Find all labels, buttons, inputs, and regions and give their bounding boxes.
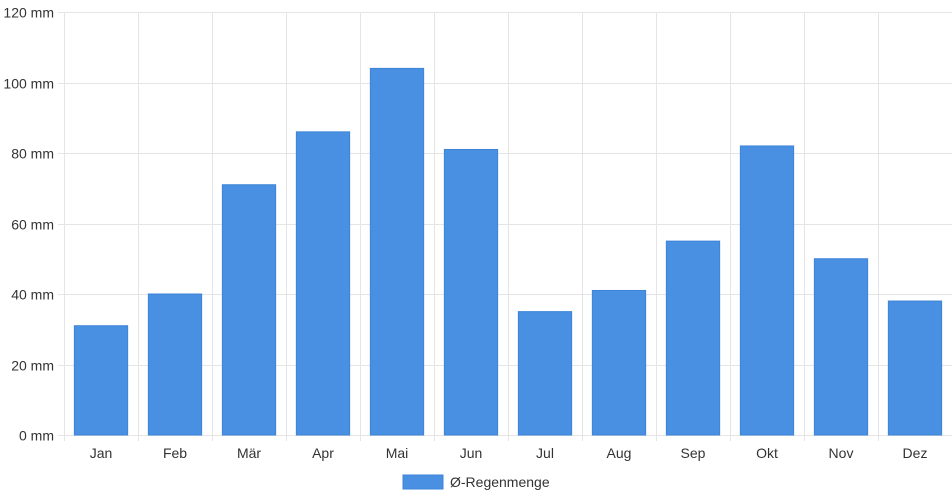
y-tick-label: 20 mm [11,358,54,374]
bar-Jun[interactable] [443,148,499,436]
x-tick-label: Jul [536,445,554,461]
grid-layer [58,12,952,441]
axis-layer: 0 mm 20 mm 40 mm 60 mm 80 mm 100 mm 120 mm Jan F… [3,5,927,462]
x-tick-label: Mai [386,445,409,461]
bar-Jul[interactable] [517,311,573,436]
y-tick-label: 80 mm [11,146,54,162]
x-tick-label: Mär [237,445,261,461]
bar-Jan[interactable] [73,325,129,436]
legend-swatch [402,474,444,490]
x-tick-label: Nov [829,445,854,461]
bar-Feb[interactable] [147,293,203,436]
bar-Apr[interactable] [295,131,351,436]
bar-Okt[interactable] [739,145,795,436]
x-tick-label: Aug [607,445,632,461]
bar-Sep[interactable] [665,240,721,436]
bar-layer [73,67,943,436]
x-tick-label: Jan [90,445,113,461]
y-tick-label: 60 mm [11,217,54,233]
x-tick-label: Feb [163,445,187,461]
legend[interactable]: Ø-Regenmenge [402,474,550,490]
legend-label: Ø-Regenmenge [450,474,550,490]
y-tick-label: 100 mm [3,76,54,92]
x-tick-label: Dez [903,445,928,461]
bar-Mai[interactable] [369,67,425,436]
x-tick-label: Jun [460,445,483,461]
bar-Mär[interactable] [221,184,277,436]
y-tick-label: 120 mm [3,5,54,21]
y-tick-label: 0 mm [19,428,54,444]
x-tick-label: Sep [681,445,706,461]
y-tick-label: 40 mm [11,287,54,303]
x-tick-label: Apr [312,445,334,461]
x-tick-label: Okt [756,445,778,461]
bar-Dez[interactable] [887,300,943,436]
bar-Nov[interactable] [813,258,869,436]
bar-Aug[interactable] [591,289,647,436]
